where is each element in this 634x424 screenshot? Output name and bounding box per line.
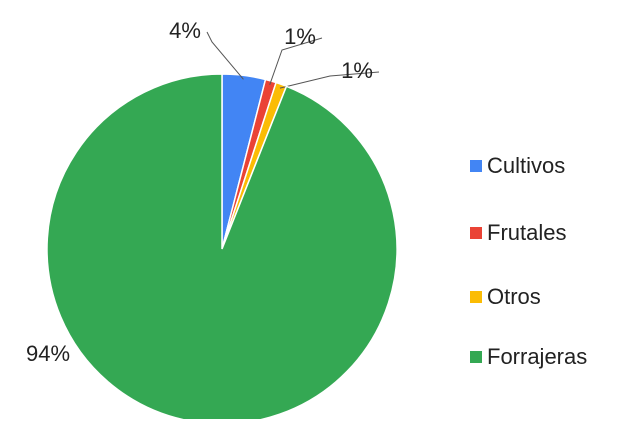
data-label: 1% (284, 24, 316, 49)
leader-line (269, 37, 323, 85)
leader-line (206, 31, 244, 80)
legend-label: Frutales (487, 220, 566, 245)
data-label: 4% (169, 18, 201, 43)
pie-slice (46, 73, 398, 424)
legend-label: Cultivos (487, 153, 565, 178)
legend-swatch (470, 291, 482, 303)
legend-label: Forrajeras (487, 344, 587, 369)
legend-swatch (470, 160, 482, 172)
legend-label: Otros (487, 284, 541, 309)
legend-swatch (470, 227, 482, 239)
data-label: 1% (341, 58, 373, 83)
data-label: 94% (26, 341, 70, 366)
leader-line (279, 71, 380, 89)
legend-swatch (470, 351, 482, 363)
